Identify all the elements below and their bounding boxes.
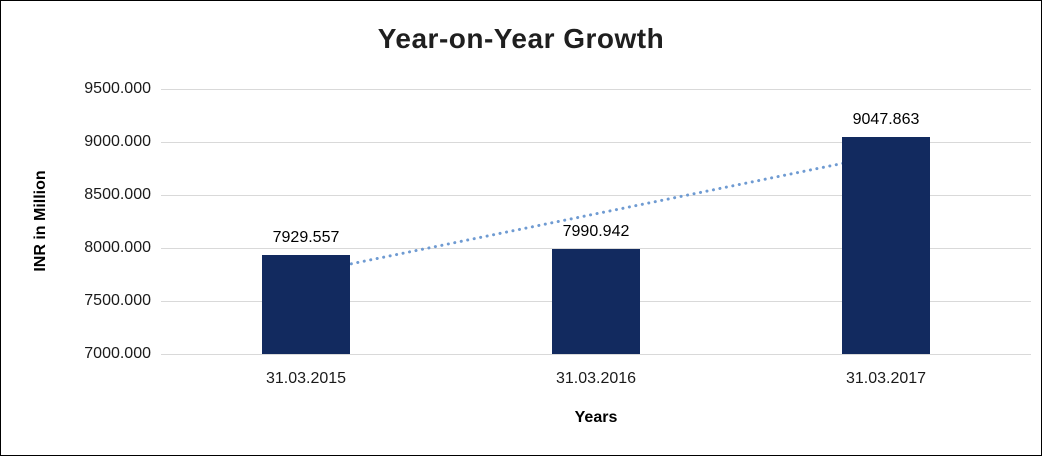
bar	[842, 136, 930, 354]
y-tick-label: 7500.000	[84, 292, 151, 309]
bar-data-label: 7929.557	[272, 229, 340, 247]
gridline	[161, 141, 1031, 143]
bar-data-label: 7990.942	[562, 222, 630, 240]
plot-area: 7000.000 7500.000 8000.000 8500.000 9000.000…	[84, 80, 1031, 387]
x-tick-label: 31.03.2015	[265, 370, 347, 387]
y-tick-label: 8000.000	[84, 239, 151, 256]
y-tick-label: 9000.000	[84, 133, 151, 150]
trendline-layer	[304, 153, 888, 275]
gridline	[161, 353, 1031, 355]
y-tick-label: 9500.000	[84, 80, 151, 97]
trendline	[304, 153, 888, 275]
y-tick-label: 8500.000	[84, 186, 151, 203]
x-axis-title: Years	[574, 409, 618, 426]
gridline	[161, 88, 1031, 90]
y-tick-label: 7000.000	[84, 345, 151, 362]
x-tick-label: 31.03.2016	[555, 370, 637, 387]
bar	[262, 255, 350, 354]
x-tick-label: 31.03.2017	[845, 370, 927, 387]
bar	[552, 248, 640, 354]
gridline	[161, 247, 1031, 249]
gridline	[161, 194, 1031, 196]
y-axis-title: INR in Million	[32, 170, 49, 272]
chart-title: Year-on-Year Growth	[377, 23, 665, 54]
bar-data-label: 9047.863	[852, 110, 920, 128]
